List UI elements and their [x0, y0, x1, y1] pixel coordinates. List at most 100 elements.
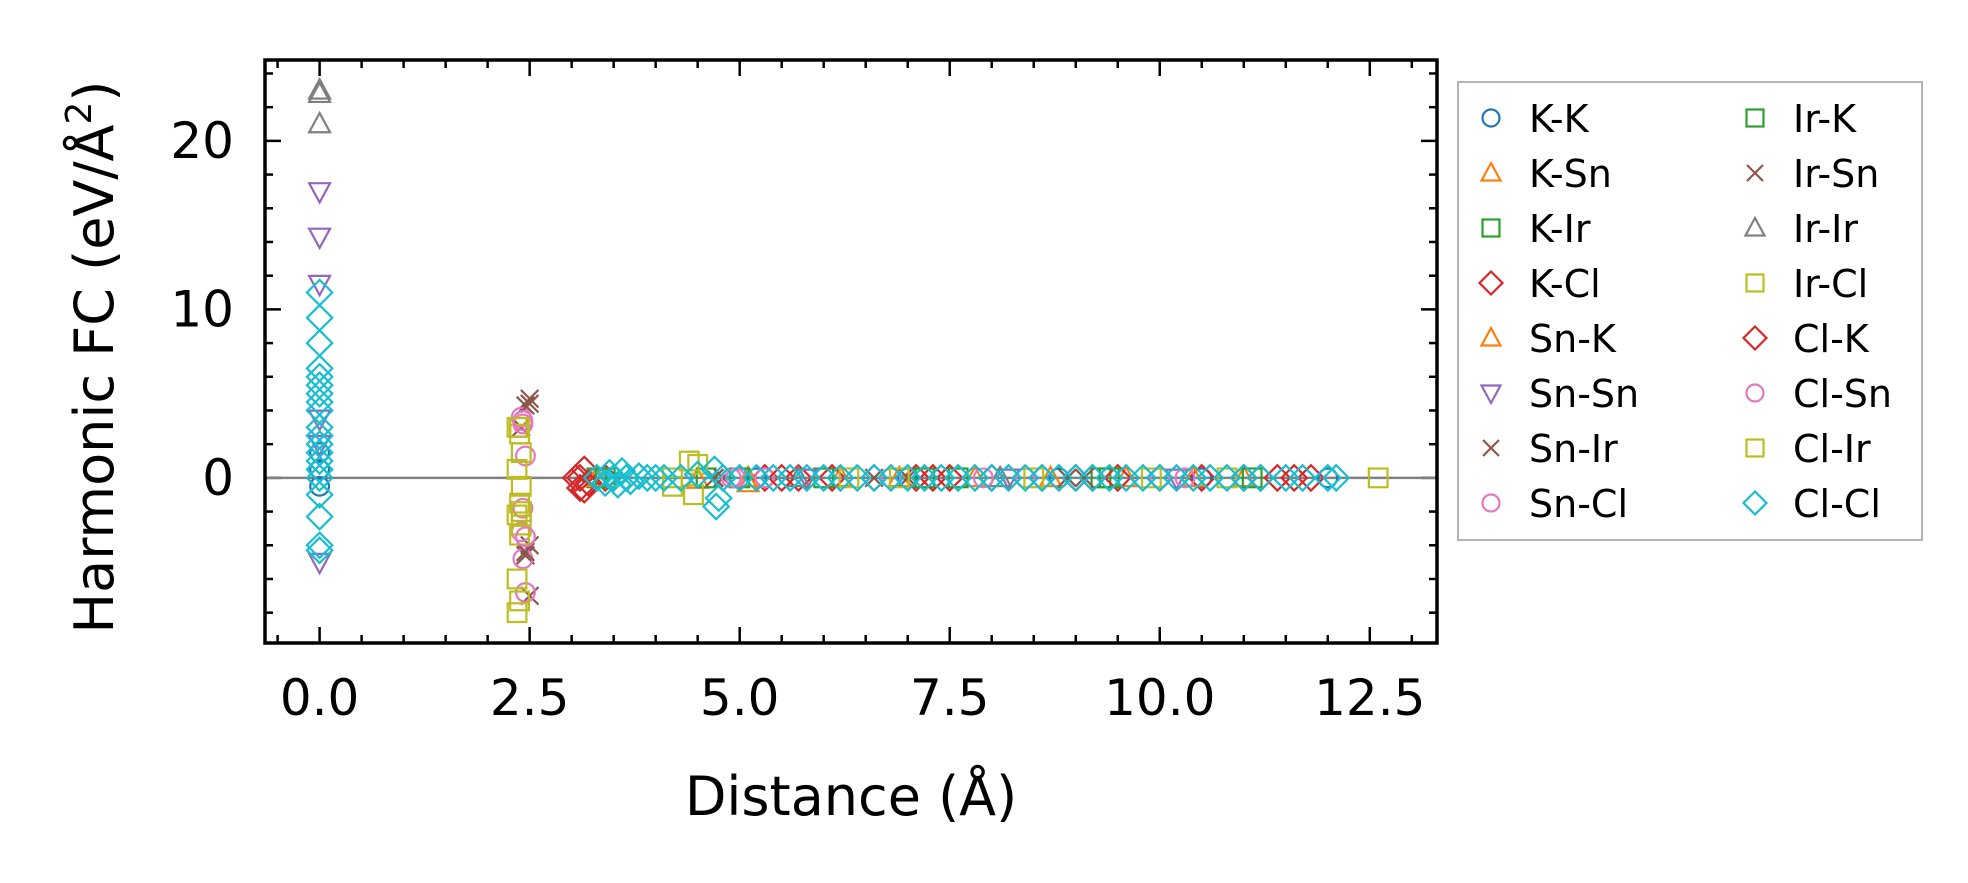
data-point-cl-cl: [305, 531, 334, 560]
legend-marker: [1481, 493, 1501, 513]
series-cl-cl: [305, 278, 1351, 565]
legend-marker: [1482, 439, 1500, 457]
data-point-cl-cl: [701, 492, 731, 521]
legend-label: K-K: [1529, 97, 1590, 141]
legend-entry: Sn-Cl: [1481, 482, 1628, 526]
data-point-ir-cl: [1216, 467, 1238, 489]
y-axis-title: Harmonic FC (eV/Å2): [59, 81, 126, 634]
legend-label: K-Cl: [1529, 262, 1601, 306]
legend-label: Cl-Ir: [1793, 427, 1871, 471]
data-point-cl-cl: [305, 536, 334, 565]
legend-frame: [1457, 81, 1923, 541]
data-point-ir-k: [1098, 467, 1120, 489]
data-point-cl-cl: [683, 460, 712, 489]
legend-marker: [1481, 218, 1501, 238]
data-point-cl-cl: [641, 463, 670, 493]
legend-label: Ir-Ir: [1793, 207, 1858, 251]
x-tick-labels: 0.0 2.5 5.0 7.5 10.0 12.5: [280, 669, 1426, 727]
legend-label: Sn-Sn: [1529, 372, 1639, 416]
data-point-cl-k: [918, 463, 948, 493]
data-point-cl-cl: [305, 502, 334, 531]
data-point-sn-cl: [512, 497, 534, 519]
data-point-k-ir: [813, 467, 835, 489]
data-point-cl-ir: [1140, 467, 1162, 489]
data-point-k-ir: [947, 467, 969, 489]
data-point-ir-cl: [506, 458, 528, 480]
y-tick-label: 10: [170, 280, 234, 338]
legend-label: Sn-Cl: [1529, 482, 1628, 526]
data-point-ir-sn: [515, 542, 536, 562]
legend-entry: Ir-K: [1745, 97, 1857, 141]
data-point-ir-ir: [307, 77, 332, 100]
legend-marker: [1741, 324, 1769, 352]
legend-marker: [1745, 438, 1765, 458]
data-point-sn-sn: [307, 552, 332, 576]
legend-entry: Ir-Ir: [1743, 207, 1858, 251]
legend-label: Ir-Cl: [1793, 262, 1868, 306]
legend-entry: K-Ir: [1481, 207, 1591, 251]
x-tick-label: 7.5: [910, 669, 990, 727]
data-point-k-k: [309, 458, 331, 480]
data-point-ir-ir: [307, 110, 332, 134]
legend-label: Cl-Sn: [1793, 372, 1892, 416]
data-point-sn-ir: [1074, 468, 1094, 488]
legend-label: Cl-K: [1793, 317, 1870, 361]
data-point-cl-cl: [305, 480, 334, 509]
legend-entry: Sn-K: [1479, 317, 1617, 361]
legend-entry: Cl-K: [1741, 317, 1870, 361]
data-point-sn-k: [1038, 464, 1063, 488]
legend-entries: K-K K-Sn K-Ir K-Cl Sn-K Sn-Sn Sn-Ir Sn-Cl Ir-K Ir…: [1477, 97, 1892, 526]
data-point-cl-ir: [662, 475, 683, 497]
data-point-k-ir: [1241, 467, 1263, 489]
legend-label: Ir-Sn: [1793, 152, 1879, 196]
legend-entry: Ir-Sn: [1746, 152, 1879, 196]
data-point-cl-cl: [704, 483, 733, 513]
data-point-cl-ir: [888, 467, 910, 489]
legend-marker: [1745, 108, 1765, 128]
data-points: [305, 77, 1389, 624]
legend-entry: Ir-Cl: [1745, 262, 1868, 306]
legend-marker: [1743, 215, 1767, 237]
data-point-cl-cl: [305, 446, 334, 476]
data-point-cl-cl: [1288, 463, 1317, 493]
data-point-cl-sn: [1174, 467, 1196, 489]
data-point-cl-cl: [624, 461, 654, 491]
legend-entry: Cl-Cl: [1741, 482, 1881, 526]
series-cl-ir: [509, 416, 1162, 523]
legend-entry: Cl-Sn: [1745, 372, 1892, 416]
data-point-ir-ir: [307, 80, 332, 104]
data-point-ir-cl: [506, 568, 528, 590]
data-point-cl-ir: [510, 501, 532, 523]
legend-marker: [1479, 384, 1503, 406]
data-point-ir-cl: [1367, 467, 1389, 489]
data-point-ir-cl: [506, 602, 528, 624]
data-point-k-cl: [1103, 463, 1132, 493]
x-tick-label: 10.0: [1104, 669, 1215, 727]
data-point-ir-cl: [838, 467, 860, 489]
data-point-k-k: [309, 442, 331, 464]
legend-label: Ir-K: [1793, 97, 1857, 141]
data-point-cl-sn: [514, 526, 536, 548]
data-point-sn-sn: [307, 227, 332, 251]
data-point-ir-cl: [510, 475, 532, 497]
data-point-cl-k: [767, 463, 796, 493]
data-point-cl-ir: [509, 416, 531, 438]
legend-marker: [1481, 108, 1501, 128]
data-point-ir-cl: [683, 484, 704, 506]
legend-marker: [1745, 383, 1765, 403]
legend-entry: Cl-Ir: [1745, 427, 1871, 471]
legend-marker: [1745, 273, 1765, 293]
legend-label: Cl-Cl: [1793, 482, 1881, 526]
data-point-k-cl: [570, 455, 599, 484]
legend-label: K-Sn: [1529, 152, 1612, 196]
data-point-cl-cl: [305, 463, 334, 493]
y-axis-title-main: Harmonic FC (eV/Å: [62, 124, 126, 633]
data-point-sn-sn: [307, 182, 332, 205]
legend: K-K K-Sn K-Ir K-Cl Sn-K Sn-Sn Sn-Ir Sn-Cl Ir-K Ir…: [1457, 81, 1923, 541]
data-point-cl-cl: [599, 463, 628, 493]
y-axis-title-close: ): [63, 81, 126, 102]
data-point-ir-ir: [987, 464, 1013, 488]
x-tick-label: 0.0: [280, 669, 360, 727]
legend-entry: Sn-Ir: [1482, 427, 1618, 471]
